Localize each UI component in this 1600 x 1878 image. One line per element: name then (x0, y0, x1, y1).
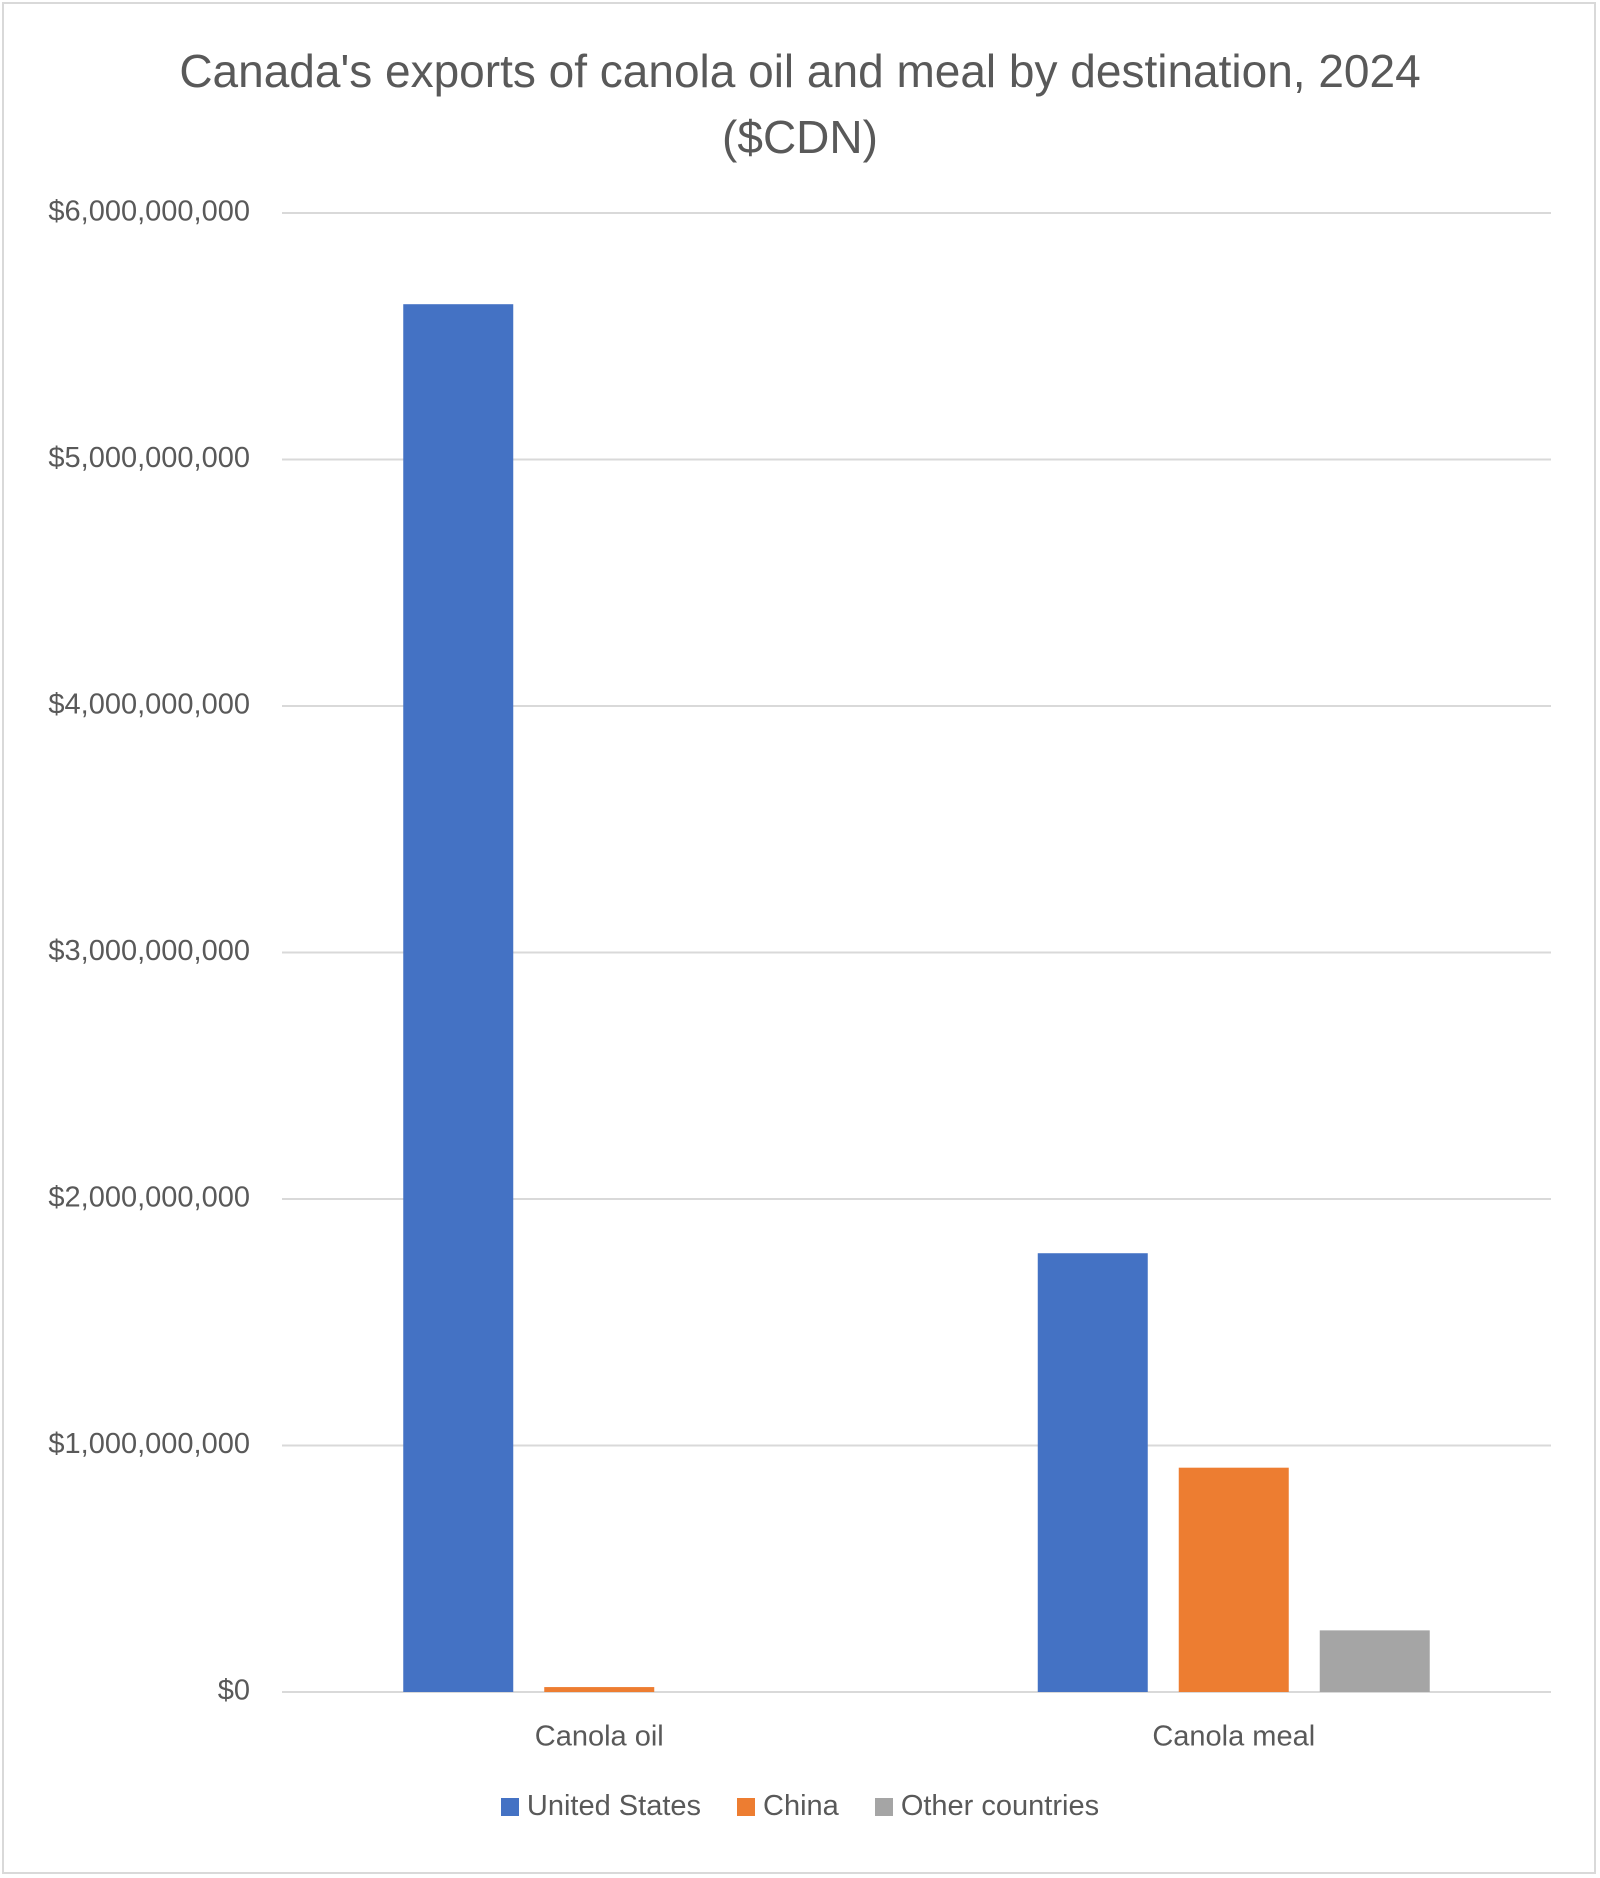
y-tick-label: $0 (218, 1675, 250, 1707)
legend-item: Other countries (874, 1790, 1100, 1823)
y-tick-label: $3,000,000,000 (48, 935, 250, 967)
legend-label: Other countries (900, 1790, 1100, 1822)
legend-swatch (500, 1797, 519, 1816)
legend-item: United States (500, 1790, 702, 1823)
legend-label: China (763, 1790, 839, 1822)
bar (403, 304, 514, 1693)
y-tick-label: $5,000,000,000 (48, 442, 250, 474)
bar (544, 1687, 655, 1692)
y-tick-label: $1,000,000,000 (48, 1428, 250, 1460)
bar (1037, 1253, 1148, 1692)
x-tick-label: Canola meal (1152, 1721, 1315, 1753)
y-tick-label: $6,000,000,000 (48, 196, 250, 228)
x-tick-label: Canola oil (535, 1721, 664, 1753)
bar (1319, 1630, 1430, 1692)
bar (1178, 1467, 1289, 1692)
y-tick-label: $4,000,000,000 (48, 689, 250, 721)
legend-swatch (737, 1797, 756, 1816)
legend-item: China (737, 1790, 839, 1823)
chart-title: Canada's exports of canola oil and meal … (179, 45, 1421, 163)
legend: United States China Other countries (0, 1790, 1600, 1823)
legend-swatch (874, 1797, 893, 1816)
y-tick-label: $2,000,000,000 (48, 1182, 250, 1214)
legend-label: United States (526, 1790, 702, 1822)
